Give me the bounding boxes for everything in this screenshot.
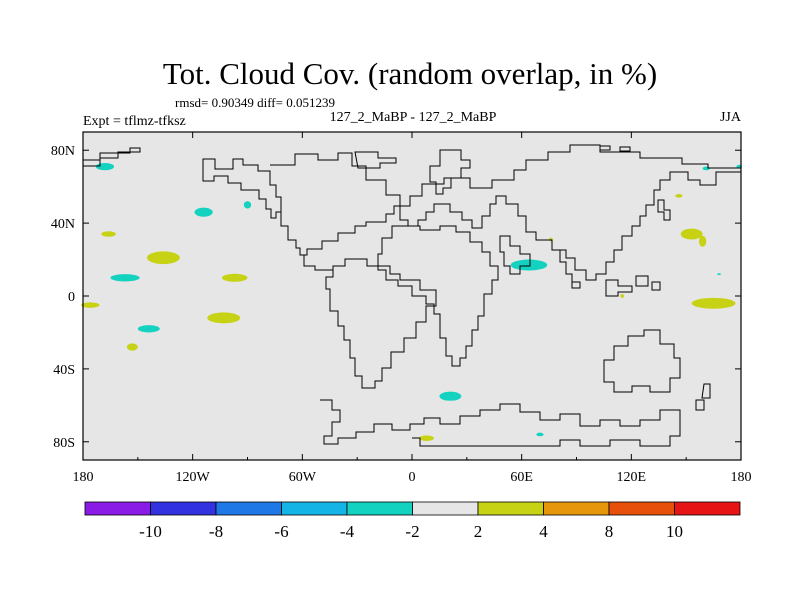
- x-tick-label-5: 120E: [617, 470, 647, 485]
- colorbar-box-9: [674, 501, 741, 516]
- y-tick-label-2: 0: [68, 290, 75, 305]
- experiment-label: Expt = tflmz-tfksz: [83, 114, 186, 129]
- anomaly-patch-9: [137, 325, 160, 333]
- y-axis: 80N 40N 0 40S 80S: [51, 144, 741, 451]
- coastline-layer: [83, 144, 742, 447]
- colorbar-label-4: -2: [405, 522, 419, 541]
- anomaly-patch-6: [221, 273, 248, 282]
- colorbar-box-6: [477, 501, 544, 516]
- coastline-greenland: [429, 149, 471, 195]
- anomaly-patch-21: [536, 432, 544, 437]
- coastline-india: [552, 249, 581, 289]
- map-panel: 180 120W 60W 0 60E 120E 180 80N 40N 0 40S 80S: [51, 131, 752, 485]
- coastline-north-america: [202, 158, 282, 219]
- anomaly-patch-23: [620, 294, 625, 298]
- colorbar-label-6: 4: [539, 522, 548, 541]
- anomaly-patch-19: [439, 391, 462, 401]
- anomaly-patch-5: [110, 274, 140, 282]
- coastline-africa: [377, 225, 499, 367]
- anomaly-patch-13: [680, 228, 703, 240]
- colorbar-box-4: [346, 501, 413, 516]
- anomaly-layer: [81, 162, 742, 441]
- anomaly-patch-8: [207, 312, 241, 324]
- coastline-new-zealand: [695, 383, 711, 411]
- anomaly-patch-1: [95, 162, 115, 171]
- anomaly-patch-7: [81, 302, 100, 308]
- colorbar-box-5: [412, 501, 479, 516]
- case-label: 127_2_MaBP - 127_2_MaBP: [330, 110, 497, 125]
- coastline-arctic-islands-2: [354, 151, 397, 169]
- colorbar-box-7: [543, 501, 610, 516]
- colorbar-label-7: 8: [605, 522, 614, 541]
- anomaly-patch-24: [717, 273, 721, 276]
- coastline-australia: [603, 329, 681, 393]
- x-tick-label-1: 120W: [176, 470, 211, 485]
- coastline-arctic-islands: [83, 147, 141, 167]
- colorbar: -10 -8 -6 -4 -2 2 4 8 10: [84, 501, 741, 541]
- y-tick-label-1: 40N: [51, 217, 75, 232]
- chart-title: Tot. Cloud Cov. (random overlap, in %): [163, 56, 657, 91]
- colorbar-label-0: -10: [139, 522, 162, 541]
- colorbar-box-8: [608, 501, 675, 516]
- colorbar-box-0: [84, 501, 151, 516]
- anomaly-patch-10: [126, 343, 138, 351]
- anomaly-patch-15: [691, 297, 736, 309]
- colorbar-box-1: [150, 501, 217, 516]
- x-tick-label-4: 60E: [510, 470, 533, 485]
- season-label: JJA: [720, 110, 742, 125]
- x-axis: 180 120W 60W 0 60E 120E 180: [73, 132, 752, 485]
- anomaly-patch-12: [510, 259, 548, 271]
- coastline-north-america-east: [270, 152, 401, 256]
- colorbar-box-3: [281, 501, 348, 516]
- colorbar-label-2: -6: [274, 522, 288, 541]
- anomaly-patch-11: [243, 201, 252, 209]
- coastline-south-america: [325, 258, 437, 389]
- anomaly-patch-2: [194, 207, 213, 217]
- colorbar-label-5: 2: [474, 522, 483, 541]
- anomaly-patch-4: [146, 251, 180, 265]
- anomaly-patch-16: [675, 193, 683, 198]
- colorbar-label-1: -8: [209, 522, 223, 541]
- stats-label: rmsd= 0.90349 diff= 0.051239: [175, 95, 335, 110]
- colorbar-box-2: [215, 501, 282, 516]
- coastline-antarctica: [320, 399, 681, 447]
- anomaly-patch-3: [101, 231, 116, 237]
- colorbar-label-8: 10: [666, 522, 683, 541]
- coastline-eurasia: [399, 144, 742, 281]
- colorbar-label-3: -4: [340, 522, 355, 541]
- x-tick-label-6: 180: [731, 470, 752, 485]
- anomaly-patch-20: [419, 435, 434, 441]
- x-tick-label-0: 180: [73, 470, 94, 485]
- y-tick-label-3: 40S: [53, 363, 75, 378]
- y-tick-label-0: 80N: [51, 144, 75, 159]
- y-tick-label-4: 80S: [53, 436, 75, 451]
- coastline-indonesia: [605, 275, 661, 297]
- coastline-japan: [657, 199, 671, 221]
- x-tick-label-2: 60W: [289, 470, 317, 485]
- coastline-arabia: [499, 235, 531, 275]
- anomaly-patch-14: [698, 235, 707, 247]
- x-tick-label-3: 0: [409, 470, 416, 485]
